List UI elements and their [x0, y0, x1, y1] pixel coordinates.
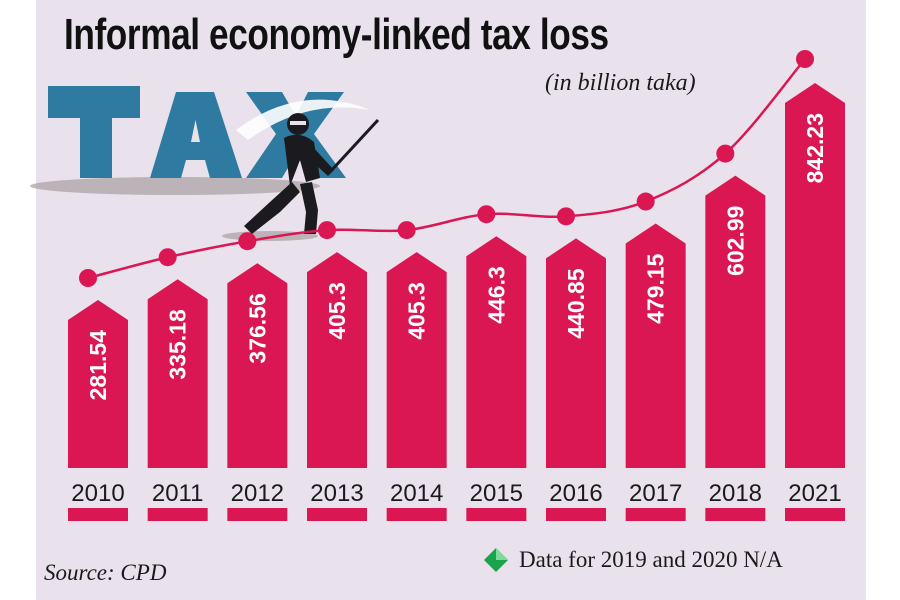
bar-2010: [68, 300, 128, 468]
bar-2015: [466, 236, 527, 468]
x-label-2014: 2014: [390, 480, 443, 507]
bar-2014: [386, 252, 447, 468]
bar-2016: [546, 238, 606, 468]
trend-point-2017: [636, 192, 655, 211]
bar-2021: [785, 83, 845, 468]
bar-base-2012: [227, 508, 288, 521]
x-label-2011: 2011: [152, 480, 204, 507]
trend-point-2010: [79, 269, 97, 287]
bar-base-2013: [307, 508, 367, 521]
x-label-2015: 2015: [470, 480, 523, 507]
tax-thief-illustration: [30, 86, 380, 241]
value-label-2010: 281.54: [85, 330, 111, 401]
trend-point-2021: [796, 50, 814, 68]
unit-note: (in billion taka): [545, 70, 696, 96]
bar-2017: [625, 223, 686, 468]
bar-base-2015: [466, 508, 527, 521]
x-label-2016: 2016: [549, 480, 602, 507]
value-label-2011: 335.18: [165, 309, 191, 380]
x-label-2013: 2013: [310, 480, 363, 507]
trend-line: [87, 58, 806, 280]
trend-point-2012: [238, 232, 257, 251]
trend-point-2015: [477, 205, 496, 224]
bar-2012: [227, 263, 288, 468]
x-label-2018: 2018: [709, 480, 762, 507]
trend-line-layer: [79, 50, 814, 287]
x-label-2017: 2017: [629, 480, 682, 507]
bar-base-2018: [705, 508, 766, 521]
trend-point-2016: [557, 207, 575, 226]
x-axis-labels: 2010 2011 2012 2013 2014 2015 2016 2017 2018 2021: [71, 480, 841, 507]
chart-title: Informal economy-linked tax loss: [64, 10, 609, 59]
value-label-2021: 842.23: [802, 113, 828, 183]
diamond-icon: [484, 548, 508, 572]
value-label-2014: 405.3: [404, 282, 430, 340]
bar-base-2021: [785, 508, 845, 521]
trend-point-2014: [397, 221, 416, 240]
bar-base-2014: [386, 508, 447, 521]
trend-point-2013: [318, 221, 336, 240]
x-label-2012: 2012: [231, 480, 284, 507]
footnote-text: Data for 2019 and 2020 N/A: [519, 547, 783, 572]
source-note: Source: CPD: [44, 560, 167, 585]
bar-base-2010: [68, 508, 128, 521]
bar-base-2017: [625, 508, 686, 521]
trend-point-2018: [716, 144, 735, 163]
x-label-2021: 2021: [788, 480, 841, 507]
bar-2013: [307, 252, 367, 468]
value-label-2013: 405.3: [324, 282, 350, 340]
footnote: Data for 2019 and 2020 N/A: [483, 547, 783, 573]
value-label-2015: 446.3: [483, 266, 509, 324]
value-label-2018: 602.99: [722, 206, 748, 276]
x-label-2010: 2010: [71, 480, 124, 507]
bar-base-2011: [147, 508, 208, 521]
value-label-2016: 440.85: [563, 268, 589, 339]
value-label-2012: 376.56: [244, 293, 270, 363]
bars-layer: 281.54 335.18 376.56 405.3 405.3 446.3 440.85 4…: [68, 83, 845, 521]
bar-2011: [147, 279, 208, 468]
bar-base-2016: [546, 508, 606, 521]
trend-point-2011: [158, 248, 177, 267]
bar-2018: [705, 175, 766, 468]
value-label-2017: 479.15: [643, 253, 669, 324]
